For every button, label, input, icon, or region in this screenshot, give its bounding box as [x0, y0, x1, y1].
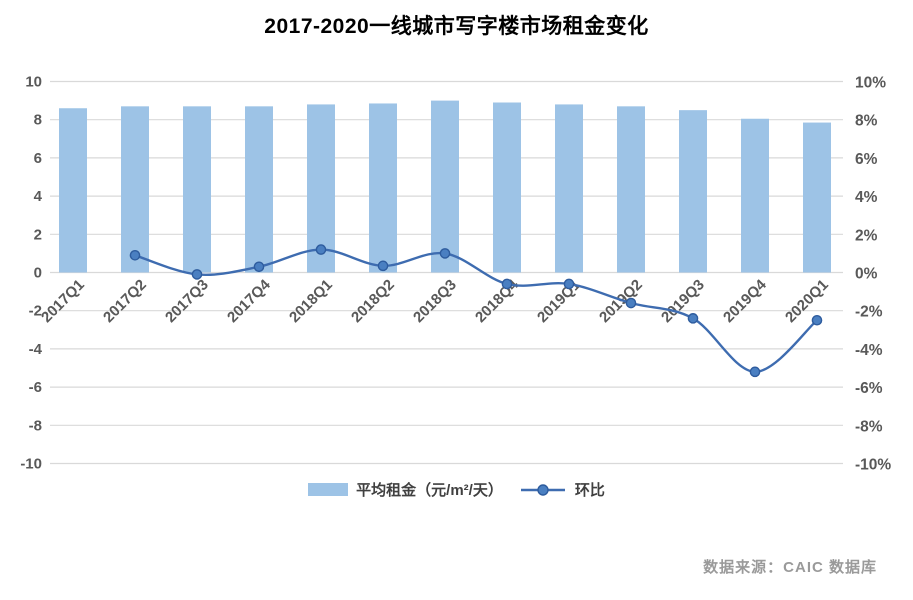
x-axis-label: 2018Q2	[348, 276, 398, 326]
right-axis-tick: -10%	[855, 457, 891, 474]
right-axis-tick: 2%	[855, 227, 878, 244]
bar-2019Q4	[741, 118, 769, 273]
bar-2019Q3	[679, 110, 707, 273]
right-axis-tick: -4%	[855, 342, 883, 359]
left-axis-tick: 6	[34, 150, 42, 167]
chart-legend: 平均租金（元/m²/天） 环比	[0, 479, 913, 500]
right-axis-tick: 10%	[855, 75, 886, 92]
bar-2018Q4	[493, 102, 521, 273]
chart-title: 2017-2020一线城市写字楼市场租金变化	[264, 15, 649, 38]
data-source-note: 数据来源：CAIC 数据库	[703, 559, 877, 576]
right-axis-tick: -8%	[855, 418, 883, 435]
legend-label-rent: 平均租金（元/m²/天）	[356, 482, 503, 499]
qoq-line-marker	[129, 250, 141, 261]
left-axis-tick: -10	[20, 456, 42, 473]
legend-item-rent: 平均租金（元/m²/天）	[308, 479, 503, 500]
bar-series-swatch	[308, 483, 349, 496]
x-axis-label: 2018Q1	[286, 276, 336, 326]
qoq-line-marker	[687, 313, 699, 324]
left-axis-tick: 10	[25, 74, 42, 91]
right-axis-tick: 6%	[855, 151, 878, 168]
legend-item-qoq: 环比	[519, 479, 605, 500]
bar-2017Q1	[59, 108, 87, 273]
right-axis-tick: -6%	[855, 380, 883, 397]
left-axis-tick: 2	[34, 226, 42, 243]
bar-2018Q3	[431, 100, 459, 273]
bar-2019Q2	[617, 106, 645, 273]
bar-2020Q1	[803, 122, 831, 273]
x-axis-label: 2017Q4	[224, 276, 274, 326]
qoq-line-marker	[191, 269, 203, 280]
line-series-swatch-icon	[520, 483, 565, 496]
x-axis-label: 2019Q4	[720, 276, 770, 326]
x-axis-label: 2017Q1	[38, 276, 88, 326]
x-axis-label: 2018Q3	[410, 276, 460, 326]
bar-2018Q2	[369, 103, 397, 273]
bar-2017Q4	[245, 106, 273, 273]
qoq-line-marker	[315, 244, 327, 255]
left-axis-tick: 8	[34, 112, 42, 129]
x-axis-label: 2017Q2	[100, 276, 150, 326]
legend-label-qoq: 环比	[574, 482, 605, 499]
qoq-line-marker	[563, 278, 575, 290]
qoq-line-marker	[377, 260, 389, 272]
right-axis-tick: 8%	[855, 113, 878, 130]
left-axis-tick: -6	[29, 379, 42, 396]
right-axis-tick: -2%	[855, 304, 883, 321]
x-axis-label: 2018Q4	[472, 276, 522, 326]
qoq-line-marker	[501, 278, 513, 290]
qoq-line-marker	[253, 261, 265, 273]
right-axis-tick: 0%	[855, 266, 878, 283]
left-axis-tick: -8	[29, 417, 42, 434]
left-axis-tick: -2	[29, 303, 42, 320]
left-axis-tick: 4	[34, 188, 43, 205]
right-axis-tick: 4%	[855, 189, 878, 206]
bar-2017Q2	[121, 106, 149, 273]
qoq-line-marker	[749, 366, 761, 378]
bar-2019Q1	[555, 104, 583, 273]
x-axis-label: 2019Q3	[658, 276, 708, 326]
left-axis-tick: 0	[34, 265, 42, 282]
qoq-line-marker	[439, 248, 451, 259]
left-axis-tick: -4	[29, 341, 43, 358]
x-axis-label: 2020Q1	[782, 276, 832, 326]
qoq-line-marker	[625, 297, 637, 309]
qoq-line-marker	[811, 314, 823, 326]
x-axis-label: 2017Q3	[162, 276, 212, 326]
bar-2017Q3	[183, 106, 211, 273]
